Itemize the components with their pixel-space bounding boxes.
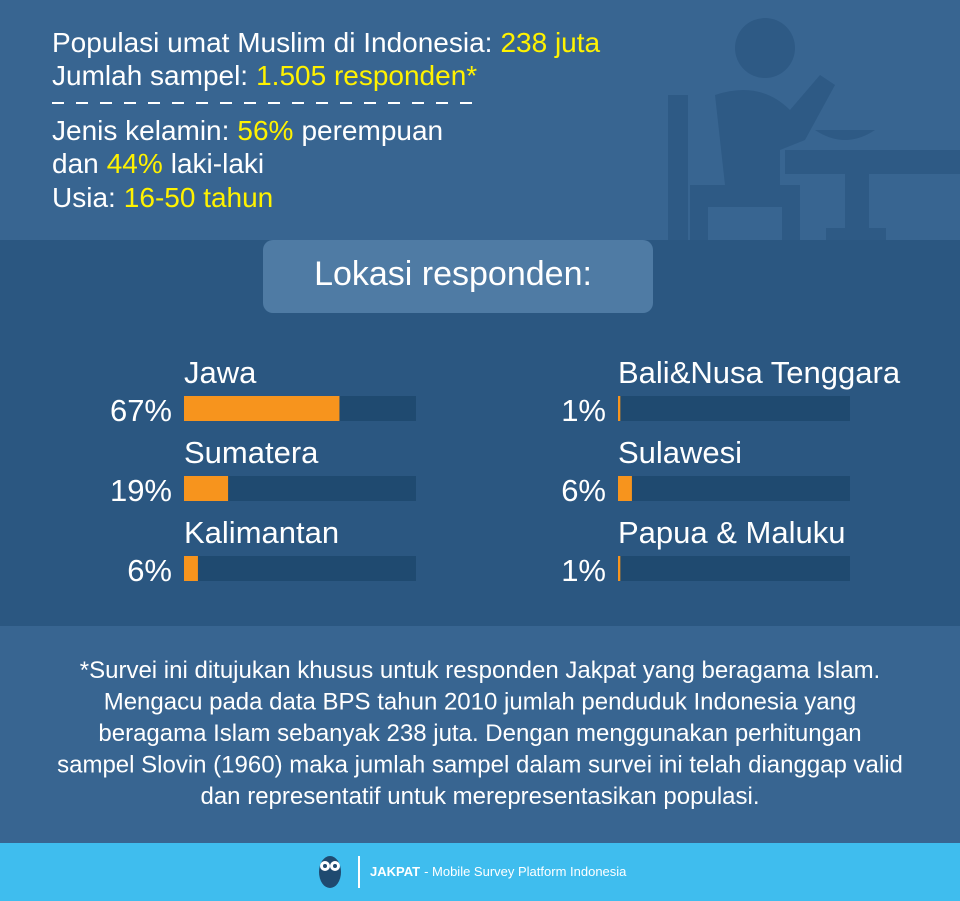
header-segment: 238 juta [500, 27, 600, 58]
header-segment: 56% [237, 115, 293, 146]
bars: Jawa 67% Sumatera 19% Kalimantan 6% Bali&Nusa … [110, 355, 901, 588]
title-pill [263, 240, 653, 313]
category-label: Bali&Nusa Tenggara [618, 355, 901, 390]
header-line: Jumlah sampel: 1.505 responden* [52, 60, 477, 91]
value-label: 1% [561, 393, 606, 428]
value-label: 67% [110, 393, 172, 428]
header-segment: 44% [107, 148, 163, 179]
bar-track [618, 476, 850, 501]
footnote-line: dan representatif untuk merepresentasika… [200, 783, 759, 810]
tagline: - Mobile Survey Platform Indonesia [424, 864, 627, 879]
header-line: Usia: 16-50 tahun [52, 182, 273, 213]
footnote-line: Mengacu pada data BPS tahun 2010 jumlah … [104, 689, 857, 716]
footnote-bg [0, 626, 960, 843]
bar [618, 476, 632, 501]
header-segment: 16-50 tahun [124, 182, 273, 213]
bar [618, 556, 621, 581]
category-label: Sulawesi [618, 435, 742, 470]
header-segment: Jumlah sampel: [52, 60, 248, 91]
footnote-line: *Survei ini ditujukan khusus untuk respo… [80, 657, 880, 684]
footnote-line: beragama Islam sebanyak 238 juta. Dengan… [98, 720, 861, 747]
header-segment: laki-laki [171, 148, 264, 179]
footer-text: JAKPAT - Mobile Survey Platform Indonesia [370, 864, 627, 879]
owl-logo [319, 856, 341, 888]
header: Populasi umat Muslim di Indonesia: 238 ju… [52, 27, 601, 213]
header-line: Jenis kelamin: 56% perempuan [52, 115, 443, 146]
chart-title: Lokasi responden: [314, 255, 592, 293]
value-label: 6% [127, 553, 172, 588]
category-label: Papua & Maluku [618, 515, 845, 550]
value-label: 1% [561, 553, 606, 588]
header-segment: 1.505 responden* [256, 60, 477, 91]
bar [618, 396, 621, 421]
value-label: 6% [561, 473, 606, 508]
bar-track [618, 396, 850, 421]
footnote: *Survei ini ditujukan khusus untuk respo… [57, 657, 903, 810]
header-segment: dan [52, 148, 99, 179]
header-line: Populasi umat Muslim di Indonesia: 238 ju… [52, 27, 601, 58]
bar [184, 556, 198, 581]
person-icon [668, 18, 960, 240]
header-segment: Jenis kelamin: [52, 115, 229, 146]
value-label: 19% [110, 473, 172, 508]
bar [184, 396, 340, 421]
header-segment: Populasi umat Muslim di Indonesia: [52, 27, 492, 58]
bar-track [618, 556, 850, 581]
category-label: Jawa [184, 355, 257, 390]
footer-bg [0, 843, 960, 901]
header-line: dan 44% laki-laki [52, 148, 264, 179]
header-segment: perempuan [301, 115, 443, 146]
category-label: Sumatera [184, 435, 319, 470]
bar-track [184, 556, 416, 581]
bar [184, 476, 229, 501]
header-segment: Usia: [52, 182, 116, 213]
footnote-line: sampel Slovin (1960) maka jumlah sampel … [57, 752, 903, 779]
category-label: Kalimantan [184, 515, 339, 550]
brand: JAKPAT [370, 864, 420, 879]
